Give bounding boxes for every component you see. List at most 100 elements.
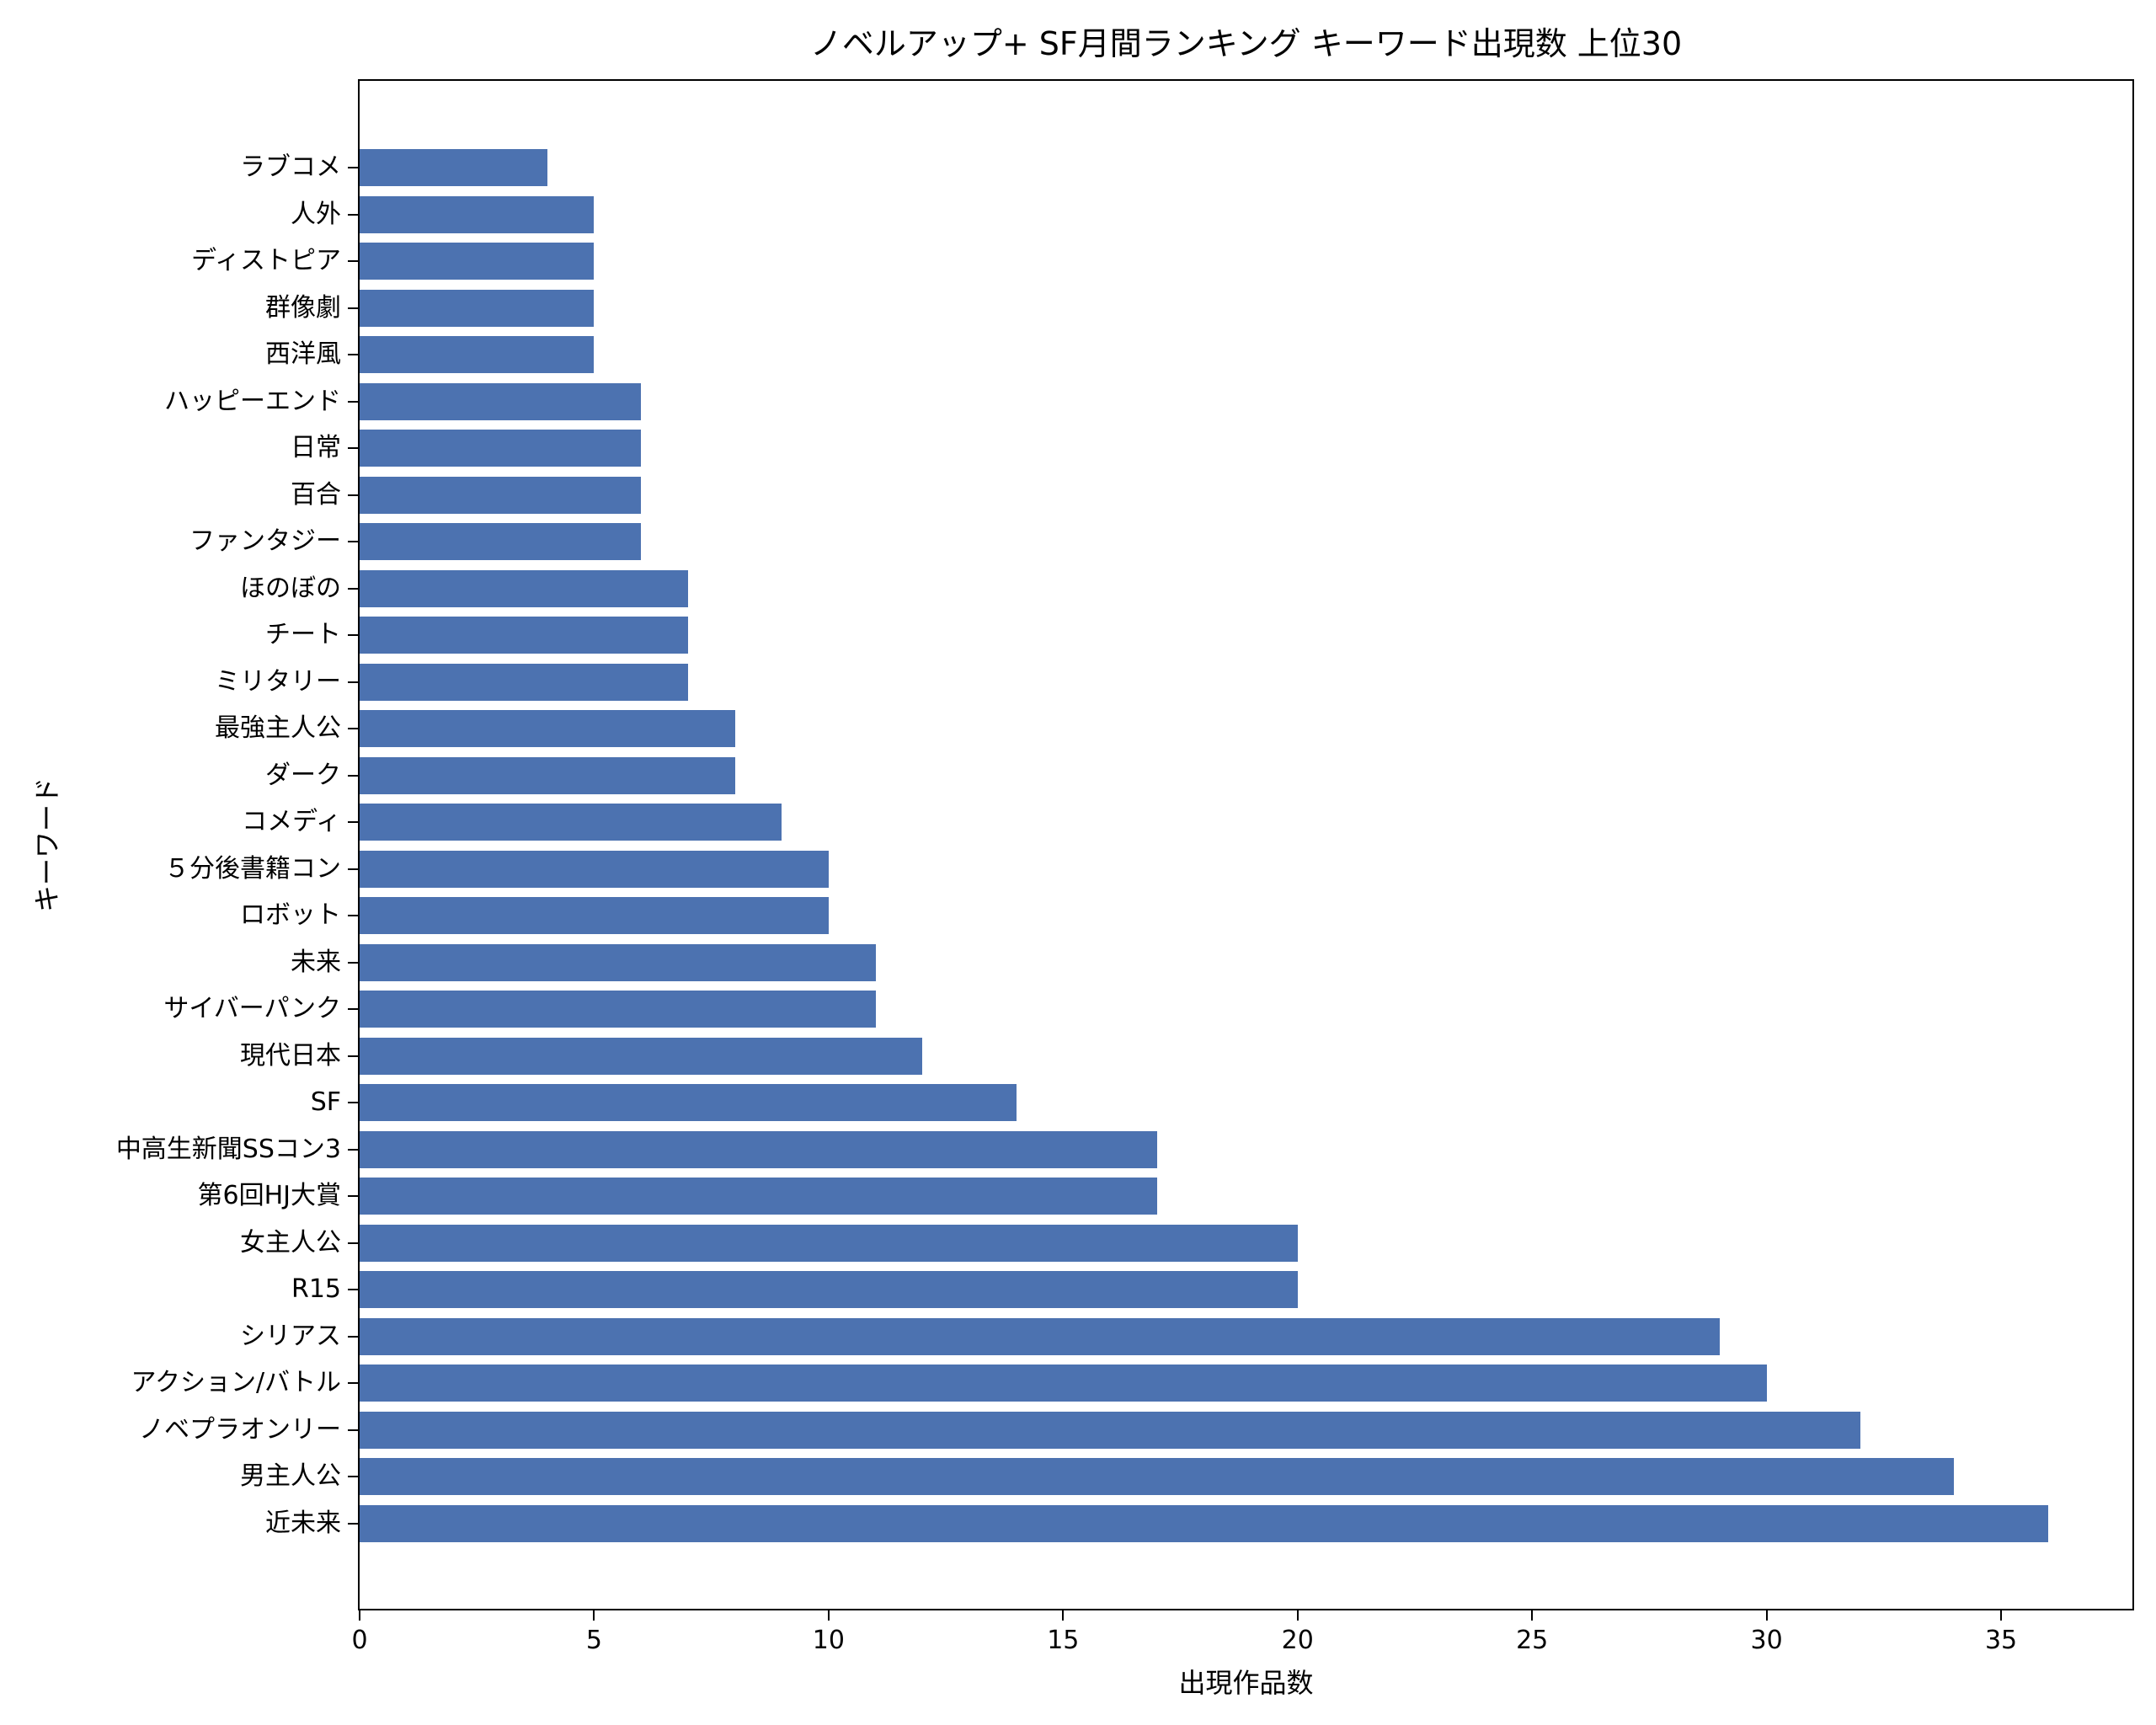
y-tick-label: 近未来	[265, 1508, 341, 1538]
bar	[360, 804, 782, 841]
y-tick-label: ロボット	[240, 900, 341, 930]
y-tick-label: チート	[265, 620, 341, 649]
y-tick	[348, 1289, 358, 1290]
y-tick	[348, 541, 358, 542]
y-tick	[348, 915, 358, 916]
y-tick-label: 中高生新聞SSコン3	[115, 1134, 341, 1164]
x-tick-label: 35	[1984, 1626, 2018, 1655]
x-tick	[1062, 1610, 1065, 1621]
y-tick-label: アクション/バトル	[131, 1368, 341, 1397]
x-tick	[1296, 1610, 1299, 1621]
x-tick-label: 15	[1047, 1626, 1080, 1655]
bar	[360, 1458, 1955, 1495]
bar	[360, 476, 642, 514]
bar	[360, 710, 735, 747]
x-tick	[1765, 1610, 1768, 1621]
y-tick	[348, 307, 358, 309]
bar	[360, 1411, 1860, 1449]
y-tick	[348, 213, 358, 216]
y-tick-label: SF	[310, 1087, 341, 1117]
y-tick	[348, 1055, 358, 1057]
y-tick-label: ５分後書籍コン	[164, 853, 341, 884]
bar	[360, 523, 642, 560]
bar	[360, 1224, 1298, 1262]
y-tick-label: ハッピーエンド	[164, 386, 341, 416]
y-tick	[348, 868, 358, 870]
x-tick	[1531, 1610, 1534, 1621]
bar	[360, 1037, 923, 1075]
y-tick-label: 最強主人公	[215, 713, 341, 743]
bar	[360, 1084, 1017, 1121]
y-tick	[348, 1335, 358, 1338]
y-tick	[348, 260, 358, 262]
y-tick	[348, 1148, 358, 1151]
bar	[360, 289, 595, 327]
bar	[360, 943, 876, 981]
bar	[360, 850, 829, 888]
y-tick	[348, 587, 358, 590]
y-tick-label: 日常	[291, 433, 341, 462]
bar	[360, 897, 829, 934]
y-tick	[348, 961, 358, 964]
y-tick	[348, 1242, 358, 1244]
y-tick-label: R15	[291, 1274, 341, 1304]
y-tick	[348, 774, 358, 777]
x-tick-label: 20	[1281, 1626, 1314, 1655]
bar	[360, 195, 595, 233]
y-tick	[348, 354, 358, 355]
bar	[360, 1365, 1767, 1402]
y-tick-label: ほのぼの	[240, 573, 341, 603]
y-tick	[348, 400, 358, 403]
y-tick	[348, 1522, 358, 1525]
bar	[360, 991, 876, 1028]
y-tick-label: コメディ	[242, 807, 341, 836]
y-tick-label: ディストピア	[191, 246, 341, 275]
bar	[360, 756, 735, 794]
y-tick	[348, 1382, 358, 1384]
bar	[360, 149, 547, 186]
y-tick-label: 現代日本	[240, 1040, 341, 1071]
bar	[360, 663, 688, 701]
y-tick-label: 女主人公	[240, 1227, 341, 1258]
y-tick-label: 男主人公	[240, 1461, 341, 1491]
y-tick-label: ファンタジー	[189, 526, 341, 556]
x-tick	[2000, 1610, 2003, 1621]
y-axis-label: キーワード	[31, 777, 63, 913]
x-tick-label: 0	[351, 1626, 368, 1655]
x-tick-label: 10	[812, 1626, 845, 1655]
y-tick-label: ラブコメ	[240, 152, 341, 182]
y-tick	[348, 1476, 358, 1477]
bar	[360, 1317, 1720, 1355]
y-tick-label: 第6回HJ大賞	[197, 1181, 342, 1210]
bar	[360, 569, 688, 607]
y-tick-label: ノベプラオンリー	[139, 1414, 341, 1445]
y-tick	[348, 447, 358, 449]
bar	[360, 382, 642, 420]
y-tick-label: ミリタリー	[215, 666, 341, 697]
y-tick	[348, 167, 358, 168]
chart-title: ノベルアップ+ SF月間ランキング キーワード出現数 上位30	[809, 25, 1683, 62]
bar	[360, 243, 595, 280]
y-tick-label: シリアス	[240, 1321, 341, 1351]
y-tick	[348, 1102, 358, 1103]
y-tick	[348, 494, 358, 496]
bar	[360, 1178, 1157, 1215]
bar	[360, 1130, 1157, 1168]
x-tick	[827, 1610, 830, 1621]
y-tick	[348, 1195, 358, 1197]
y-tick-label: 群像劇	[265, 292, 341, 323]
bar	[360, 617, 688, 654]
y-tick-label: 百合	[291, 479, 341, 510]
x-tick-label: 25	[1516, 1626, 1549, 1655]
bar	[360, 430, 642, 467]
x-axis-label: 出現作品数	[1178, 1667, 1314, 1699]
bar	[360, 1504, 2048, 1542]
bar	[360, 1271, 1298, 1308]
bar	[360, 336, 595, 373]
y-tick-label: ダーク	[265, 760, 341, 790]
y-tick-label: 西洋風	[265, 339, 341, 369]
plot-area: ラブコメ 人外 ディストピア 群像劇 西洋風 ハッピーエンド 日常 百合 ファンタジー ほのぼのチ…	[116, 79, 2134, 1655]
x-tick	[593, 1610, 595, 1621]
x-tick-label: 5	[585, 1626, 602, 1655]
y-tick	[348, 1429, 358, 1431]
